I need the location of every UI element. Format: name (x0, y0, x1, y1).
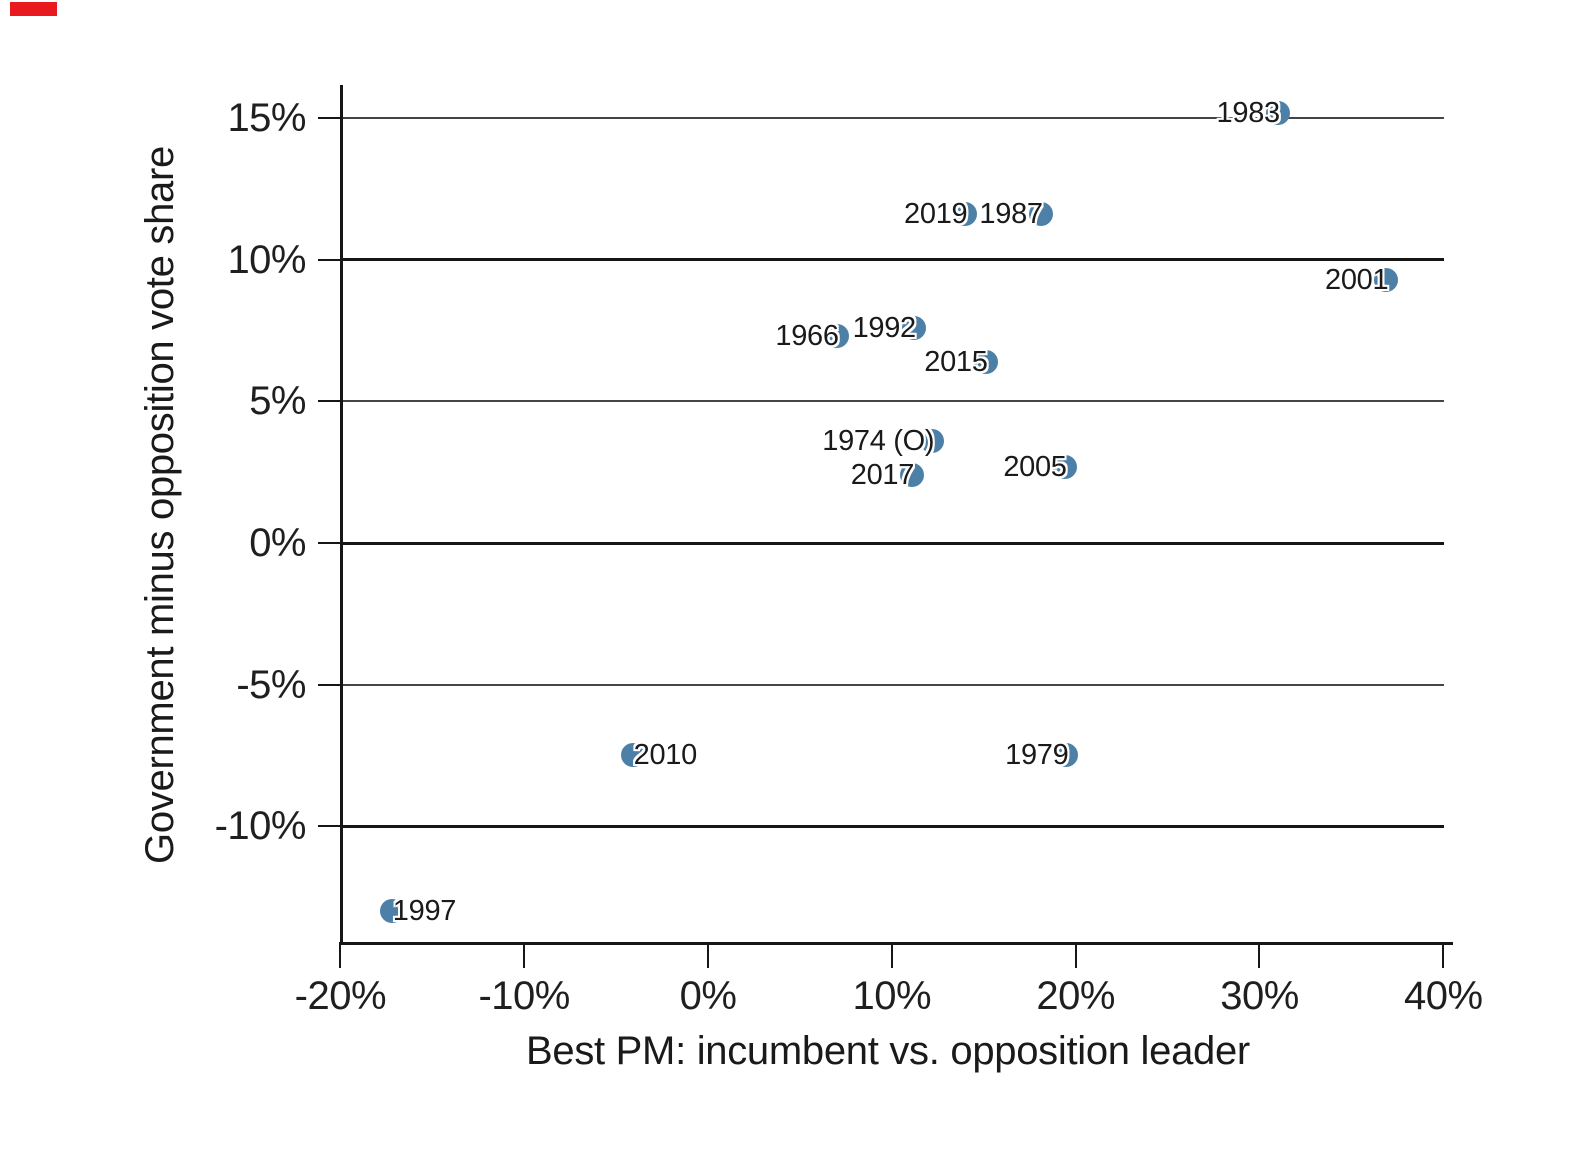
y-tick--5 (318, 683, 341, 686)
gridline--5 (341, 683, 1444, 686)
data-point (620, 743, 645, 768)
data-point (1052, 454, 1077, 479)
data-point (1028, 202, 1053, 227)
data-point (953, 202, 978, 227)
data-point (1374, 267, 1399, 292)
gridline-10 (341, 258, 1444, 262)
data-point-label: 1987 (979, 198, 1043, 231)
x-tick-30 (1258, 943, 1261, 968)
x-tick--10 (523, 943, 526, 968)
x-tick--20 (339, 943, 342, 968)
x-tick-label--10: -10% (478, 974, 570, 1018)
y-tick-label-10: 10% (227, 237, 306, 282)
y-axis-line (340, 85, 343, 943)
y-tick--10 (318, 825, 341, 828)
data-point-label: 1983 (1216, 96, 1281, 129)
x-tick-20 (1074, 943, 1077, 968)
data-point (824, 324, 849, 349)
y-tick-10 (318, 258, 341, 261)
x-axis-line (339, 942, 1453, 945)
y-tick-15 (318, 117, 341, 120)
data-point-label: 2010 (633, 739, 698, 772)
data-point-label: 1966 (775, 320, 839, 353)
x-tick-10 (890, 943, 893, 968)
data-point-label: 1979 (1005, 739, 1069, 772)
gridline--10 (341, 824, 1444, 828)
gridline-15 (341, 117, 1444, 120)
data-point-label: 2019 (904, 198, 968, 231)
x-tick-label-0: 0% (679, 974, 737, 1018)
data-point-label: 2005 (1003, 450, 1067, 483)
x-tick-label-20: 20% (1036, 974, 1115, 1018)
data-point (973, 349, 998, 374)
x-tick-label-30: 30% (1220, 974, 1299, 1018)
data-point-label: 1997 (392, 895, 457, 928)
x-tick-label-10: 10% (852, 974, 932, 1018)
y-tick-label-0: 0% (249, 521, 306, 565)
x-axis-title: Best PM: incumbent vs. opposition leader (526, 1029, 1250, 1073)
y-tick-label--5: -5% (236, 662, 306, 707)
gridline-5 (341, 400, 1444, 403)
y-tick-5 (318, 400, 341, 403)
data-point (900, 463, 925, 488)
y-tick-label-5: 5% (249, 379, 306, 424)
x-tick-label--20: -20% (294, 974, 387, 1018)
y-axis-title: Government minus opposition vote share (138, 146, 182, 864)
data-point-label: 1992 (852, 311, 917, 344)
gridline-0 (341, 541, 1444, 545)
y-tick-label-15: 15% (227, 96, 306, 141)
y-tick-0 (318, 542, 341, 544)
x-tick-40 (1442, 943, 1445, 968)
data-point-label: 2017 (850, 459, 915, 492)
data-point (1054, 743, 1079, 768)
data-point-label: 1974 (O) (822, 425, 935, 458)
data-point-label: 2001 (1325, 263, 1389, 296)
x-tick-label-40: 40% (1404, 974, 1483, 1018)
data-point (1265, 100, 1290, 125)
data-point-label: 2015 (924, 345, 988, 378)
x-tick-0 (707, 943, 709, 968)
red-corner-mark (10, 2, 57, 16)
data-point (379, 899, 404, 924)
data-point (920, 429, 945, 454)
y-tick-label--10: -10% (214, 804, 307, 849)
data-point (901, 315, 926, 340)
